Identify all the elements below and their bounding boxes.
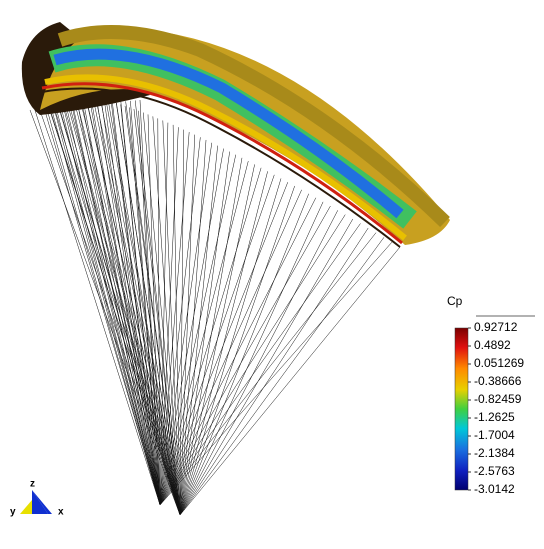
suspension-line bbox=[46, 91, 161, 506]
suspension-line bbox=[48, 91, 181, 516]
suspension-line bbox=[72, 106, 161, 506]
suspension-line bbox=[159, 232, 377, 506]
suspension-line bbox=[51, 90, 161, 506]
suspension-line bbox=[134, 100, 181, 516]
axis-x-label: x bbox=[58, 507, 64, 518]
suspension-line bbox=[74, 92, 161, 506]
axis-triad: z y x bbox=[10, 479, 64, 518]
suspension-line bbox=[159, 137, 201, 506]
suspension-line bbox=[159, 174, 275, 506]
colorbar-title: Cp bbox=[447, 294, 463, 308]
suspension-line bbox=[125, 101, 181, 516]
suspension-line bbox=[159, 148, 224, 506]
colorbar-tick-label: -2.5763 bbox=[474, 464, 515, 478]
suspension-line bbox=[179, 193, 309, 516]
suspension-line bbox=[159, 182, 289, 506]
canopy-leading-yellow bbox=[44, 74, 407, 241]
suspension-line bbox=[179, 201, 324, 516]
suspension-line bbox=[44, 108, 161, 506]
suspension-line bbox=[159, 197, 317, 506]
suspension-line bbox=[59, 90, 181, 516]
axis-y-label: y bbox=[10, 507, 16, 518]
colorbar-tick-label: 0.4892 bbox=[474, 338, 511, 352]
suspension-line bbox=[159, 132, 190, 506]
colorbar-tick-label: -3.0142 bbox=[474, 482, 515, 496]
colorbar-tick-label: -0.82459 bbox=[474, 392, 522, 406]
colorbar-tick-label: -2.1384 bbox=[474, 446, 515, 460]
suspension-line bbox=[179, 185, 295, 516]
suspension-line bbox=[162, 120, 181, 516]
colorbar-scale bbox=[454, 327, 469, 491]
suspension-line bbox=[152, 116, 181, 516]
suspension-line bbox=[179, 151, 230, 516]
suspension-line bbox=[159, 167, 262, 506]
suspension-line bbox=[96, 97, 161, 506]
suspension-line bbox=[179, 129, 184, 516]
suspension-line bbox=[91, 104, 161, 506]
suspension-line bbox=[138, 110, 161, 506]
suspension-line bbox=[96, 103, 181, 516]
suspension-line bbox=[147, 114, 161, 506]
suspension-line bbox=[115, 102, 181, 516]
suspension-line bbox=[106, 102, 181, 516]
suspension-line bbox=[179, 178, 282, 516]
suspension-line bbox=[100, 98, 181, 516]
suspension-line bbox=[159, 154, 237, 506]
suspension-line bbox=[48, 108, 181, 516]
suspension-line bbox=[120, 101, 161, 506]
suspension-line bbox=[179, 134, 195, 516]
axis-z-label: z bbox=[30, 479, 35, 490]
suspension-line bbox=[179, 246, 401, 516]
suspension-line bbox=[29, 109, 181, 516]
suspension-line bbox=[53, 107, 161, 506]
canopy-blue-band bbox=[53, 48, 404, 219]
suspension-line bbox=[159, 142, 213, 506]
colorbar-tick-label: 0.051269 bbox=[474, 356, 524, 370]
suspension-line bbox=[139, 99, 161, 506]
suspension-line bbox=[41, 91, 161, 506]
canopy-edge bbox=[41, 87, 401, 248]
suspension-line bbox=[62, 91, 161, 506]
suspension-line bbox=[179, 218, 354, 516]
colorbar-tick-label: -0.38666 bbox=[474, 374, 522, 388]
suspension-line bbox=[159, 241, 393, 506]
suspension-line bbox=[68, 106, 181, 516]
suspension-line bbox=[179, 227, 369, 516]
suspension-line bbox=[159, 161, 249, 506]
suspension-line bbox=[179, 210, 339, 516]
suspension-line bbox=[179, 139, 207, 516]
suspension-line bbox=[157, 118, 161, 506]
suspension-lines bbox=[29, 90, 401, 516]
suspension-line bbox=[159, 214, 346, 506]
suspension-line bbox=[65, 91, 181, 516]
suspension-line bbox=[159, 122, 169, 506]
suspension-line bbox=[179, 237, 385, 516]
canopy bbox=[21, 22, 450, 248]
canopy-leading-red bbox=[41, 82, 403, 245]
suspension-line bbox=[34, 109, 161, 506]
suspension-line bbox=[159, 223, 361, 506]
suspension-line bbox=[142, 112, 181, 516]
suspension-line bbox=[159, 205, 331, 506]
suspension-line bbox=[159, 189, 302, 506]
colorbar-tick-label: -1.2625 bbox=[474, 410, 515, 424]
suspension-line bbox=[39, 109, 181, 516]
suspension-line bbox=[111, 102, 161, 506]
colorbar-tick-label: -1.7004 bbox=[474, 428, 515, 442]
suspension-line bbox=[63, 106, 161, 506]
triad-yellow bbox=[20, 500, 32, 514]
canopy-trailing bbox=[57, 25, 450, 228]
suspension-line bbox=[179, 157, 243, 516]
colorbar-tick-label: 0.92712 bbox=[474, 320, 518, 334]
suspension-line bbox=[159, 127, 179, 506]
triad-edge bbox=[32, 490, 52, 514]
colorbar: Cp 0.92712 0.4892 0.051269 -0.38666 -0.82459… bbox=[447, 294, 535, 496]
suspension-line bbox=[130, 100, 161, 506]
suspension-line bbox=[82, 105, 161, 506]
suspension-line bbox=[101, 103, 161, 506]
